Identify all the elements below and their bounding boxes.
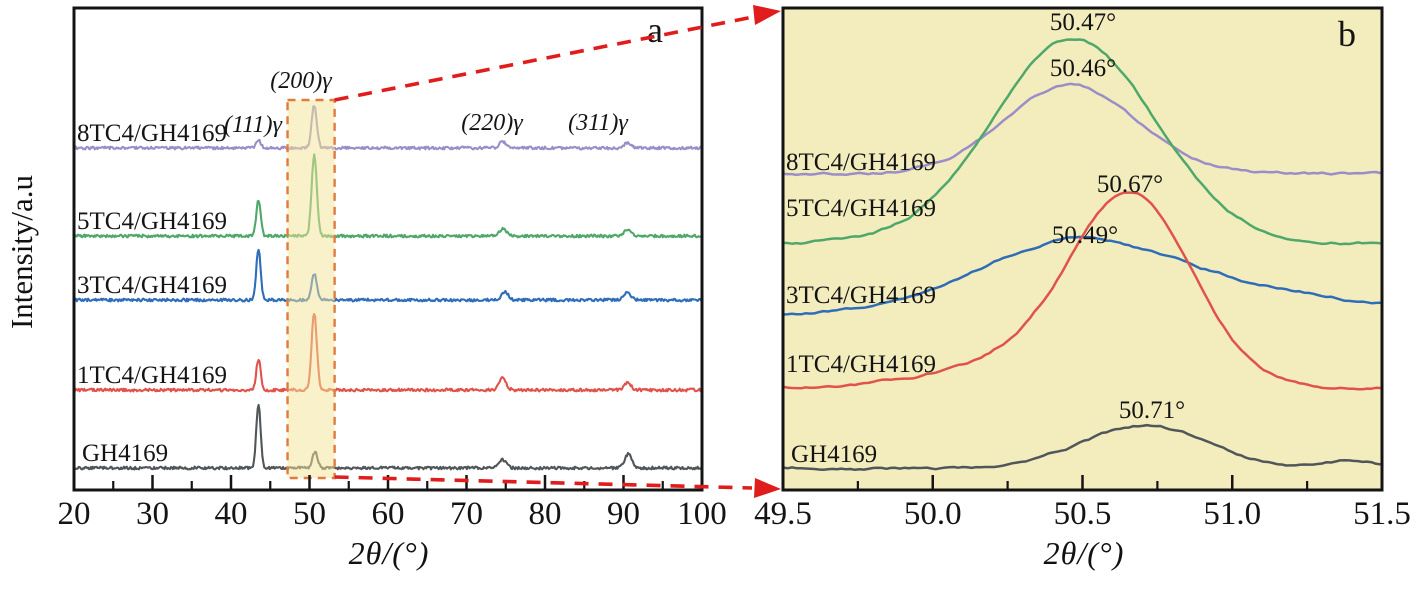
panel-b-curve-5TC4/GH4169: [782, 38, 1381, 246]
panel-b-series-label-8TC4/GH4169: 8TC4/GH4169: [786, 149, 936, 176]
panel-a-tick-label-60: 60: [372, 496, 405, 532]
zoom-connector-bottom-line: [334, 475, 753, 490]
panel-b-peak-annotation-5TC4/GH4169: 50.47°: [1050, 9, 1116, 36]
panel-a-highlight-region: [287, 100, 335, 478]
panel-a-border: [72, 6, 704, 492]
panel-a-curve-GH4169: [73, 403, 703, 471]
panel-a-curve-3TC4/GH4169: [73, 248, 703, 303]
panel-a-curve-8TC4/GH4169: [73, 105, 703, 151]
panel-b-series-label-3TC4/GH4169: 3TC4/GH4169: [786, 282, 936, 309]
panel-b-peak-annotation-1TC4/GH4169: 50.67°: [1097, 171, 1163, 198]
panel-a-tick-label-70: 70: [450, 496, 483, 532]
panel-b-tick-label-51: 51.0: [1203, 496, 1261, 532]
panel-b-series-label-GH4169: GH4169: [791, 441, 877, 468]
panel-a-highlight-border: [286, 98, 336, 480]
panel-a-x-axis-title: 2θ/(°): [348, 535, 430, 571]
panel-a-peak-label-0: (111)γ: [224, 112, 282, 138]
panel-a-tick-label-30: 30: [136, 496, 169, 532]
panel-b-x-axis-title: 2θ/(°): [1043, 535, 1125, 571]
panel-a-series-label-5TC4/GH4169: 5TC4/GH4169: [77, 208, 227, 235]
zoom-connector-bottom-arrowhead-icon: [754, 478, 781, 498]
panel-b-letter: b: [1338, 14, 1356, 54]
panel-b-tick-label-51.5: 51.5: [1353, 496, 1411, 532]
panel-a-tick-label-20: 20: [58, 496, 91, 532]
panel-b-series-label-1TC4/GH4169: 1TC4/GH4169: [786, 351, 936, 378]
panel-b-peak-annotation-8TC4/GH4169: 50.46°: [1050, 55, 1116, 82]
panel-a-curve-5TC4/GH4169: [73, 153, 702, 239]
panel-a-tick-label-80: 80: [529, 496, 562, 532]
panel-a-series-label-3TC4/GH4169: 3TC4/GH4169: [77, 272, 227, 299]
panel-a-tick-label-50: 50: [293, 496, 326, 532]
panel-a-series-label-GH4169: GH4169: [82, 440, 168, 467]
panel-b-peak-annotation-3TC4/GH4169: 50.49°: [1052, 222, 1118, 249]
panel-b-curve-1TC4/GH4169: [782, 191, 1381, 391]
panel-b-tick-label-50.5: 50.5: [1054, 496, 1112, 532]
panel-b-curve-8TC4/GH4169: [782, 82, 1381, 177]
panel-a-curve-1TC4/GH4169: [73, 312, 703, 393]
panel-a-peak-label-3: (311)γ: [568, 110, 628, 136]
panel-b-peak-annotation-GH4169: 50.71°: [1119, 397, 1185, 424]
panel-b-background: [783, 8, 1382, 490]
panel-a-letter: a: [647, 10, 663, 50]
panel-a-series-label-8TC4/GH4169: 8TC4/GH4169: [77, 120, 227, 147]
panel-a-tick-label-90: 90: [607, 496, 640, 532]
panel-a-tick-label-40: 40: [215, 496, 248, 532]
panel-a-series-label-1TC4/GH4169: 1TC4/GH4169: [77, 362, 227, 389]
panel-b-tick-label-49.5: 49.5: [754, 496, 812, 532]
panel-b-curve-GH4169: [782, 423, 1381, 472]
panel-b-series-label-5TC4/GH4169: 5TC4/GH4169: [786, 195, 936, 222]
panel-a-y-axis-title: Intensity/a.u: [4, 174, 39, 330]
panel-a-peak-label-2: (220)γ: [461, 110, 523, 136]
zoom-connector-top-line: [334, 15, 754, 102]
panel-b-tick-label-50: 50.0: [904, 496, 962, 532]
zoom-connector-top-arrowhead-icon: [753, 5, 781, 25]
panel-a-peak-label-1: (200)γ: [270, 68, 332, 94]
panel-a-tick-label-100: 100: [677, 496, 727, 532]
